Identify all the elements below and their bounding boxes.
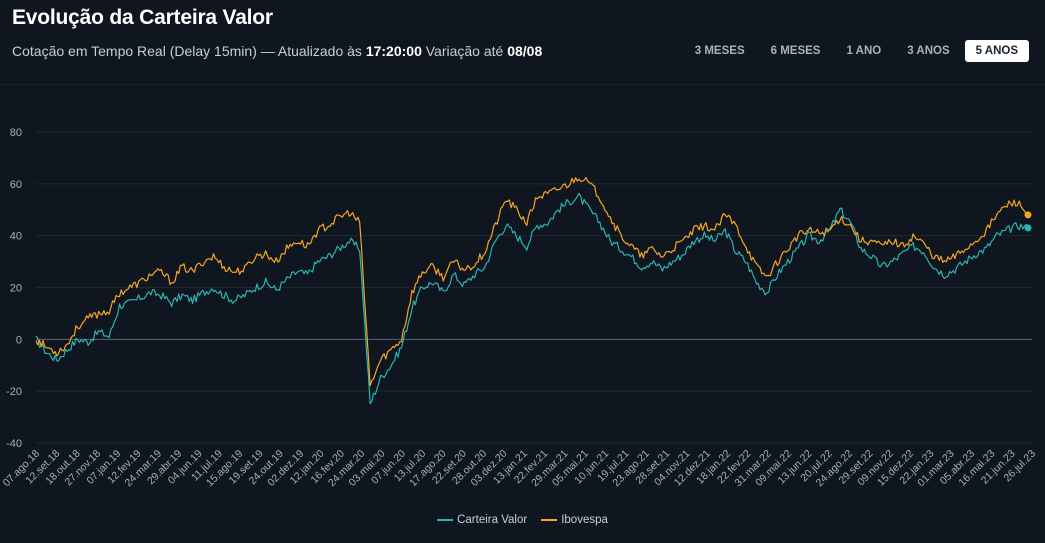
carteira-valor-line: [35, 192, 1029, 405]
range-1-ano-button[interactable]: 1 ANO: [835, 40, 892, 62]
line-chart: -40-2002040608007.ago.1812.set.1818.out.…: [1, 127, 1039, 489]
range-5-anos-button[interactable]: 5 ANOS: [964, 40, 1029, 62]
legend-swatch-ibovespa: [541, 519, 558, 521]
updated-time: 17:20:00: [365, 43, 422, 59]
range-selector: 3 MESES 6 MESES 1 ANO 3 ANOS 5 ANOS: [684, 40, 1029, 62]
subtitle-mid: Variação até: [421, 43, 508, 59]
chart-legend: Carteira Valor Ibovespa: [0, 514, 1045, 526]
y-tick-label: 20: [10, 283, 22, 295]
legend-item-carteira[interactable]: Carteira Valor: [437, 514, 527, 526]
range-3-meses-button[interactable]: 3 MESES: [684, 40, 756, 62]
chart-subtitle: Cotação em Tempo Real (Delay 15min) — At…: [12, 43, 542, 59]
range-6-meses-button[interactable]: 6 MESES: [760, 40, 832, 62]
legend-label-ibovespa: Ibovespa: [561, 514, 608, 526]
y-tick-label: -40: [6, 438, 22, 450]
y-tick-label: 0: [16, 334, 22, 346]
y-tick-label: -20: [6, 386, 22, 398]
legend-item-ibovespa[interactable]: Ibovespa: [541, 514, 608, 526]
ibovespa-end-point: [1024, 211, 1032, 219]
y-tick-label: 80: [10, 127, 22, 139]
legend-swatch-carteira: [437, 519, 454, 521]
ibovespa-line: [35, 176, 1029, 387]
header-divider: [0, 84, 1045, 85]
variation-date: 08/08: [507, 43, 543, 59]
y-tick-label: 40: [10, 231, 22, 243]
y-tick-label: 60: [10, 179, 22, 191]
legend-label-carteira: Carteira Valor: [457, 514, 528, 526]
page-title: Evolução da Carteira Valor: [12, 6, 273, 29]
range-3-anos-button[interactable]: 3 ANOS: [896, 40, 960, 62]
subtitle-prefix: Cotação em Tempo Real (Delay 15min) — At…: [12, 43, 366, 59]
carteira-valor-end-point: [1024, 224, 1032, 232]
